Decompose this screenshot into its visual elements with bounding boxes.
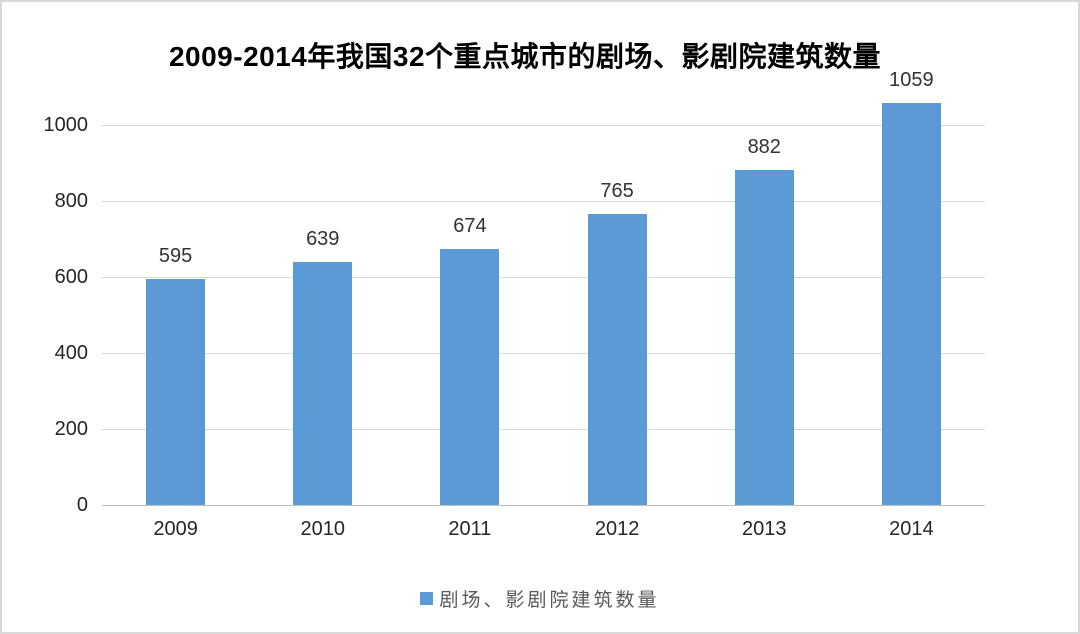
bar: [146, 278, 206, 505]
legend-marker-icon: [420, 592, 434, 605]
data-label: 765: [600, 180, 634, 203]
data-label: 882: [747, 135, 781, 158]
data-label: 595: [158, 244, 193, 267]
y-tick-label: 1000: [43, 114, 89, 136]
bar: [734, 169, 794, 505]
x-tick-label: 2013: [742, 518, 787, 540]
x-axis-line: [102, 505, 985, 506]
x-tick-label: 2010: [300, 518, 346, 540]
bar: [440, 248, 500, 505]
x-tick-label: 2014: [889, 518, 934, 540]
gridline: [102, 201, 985, 202]
data-label: 639: [306, 228, 340, 251]
legend-label: 剧场、影剧院建筑数量: [439, 590, 660, 611]
y-tick-label: 0: [76, 494, 88, 516]
y-tick-label: 800: [54, 190, 88, 212]
gridline: [102, 429, 985, 430]
y-tick-label: 200: [54, 418, 88, 440]
data-label: 1059: [889, 68, 934, 91]
legend: 剧场、影剧院建筑数量: [2, 585, 1078, 612]
data-label: 674: [453, 214, 487, 237]
x-tick-label: 2011: [448, 518, 492, 540]
gridline: [102, 353, 985, 354]
y-tick-label: 600: [54, 266, 88, 288]
gridline: [102, 277, 985, 278]
bar: [587, 214, 647, 505]
chart-title: 2009-2014年我国32个重点城市的剧场、影剧院建筑数量: [168, 41, 882, 72]
y-tick-label: 400: [54, 342, 88, 364]
bar: [293, 262, 353, 505]
x-tick-label: 2009: [153, 518, 198, 540]
gridline: [102, 125, 985, 126]
bar: [881, 102, 941, 505]
x-tick-label: 2012: [594, 518, 640, 540]
